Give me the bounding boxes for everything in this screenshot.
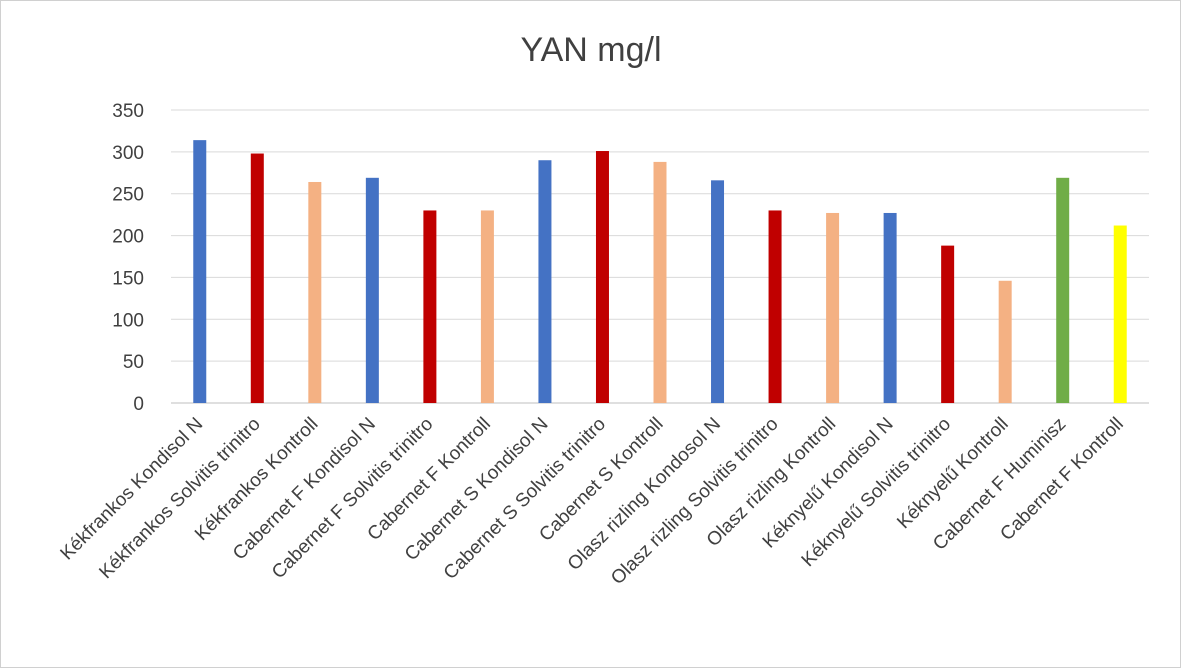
y-tick-label: 350: [112, 101, 144, 122]
bar: [193, 140, 207, 403]
bar: [595, 151, 609, 403]
y-tick-label: 200: [112, 227, 144, 248]
bar: [423, 210, 437, 403]
y-tick-label: 250: [112, 185, 144, 206]
bar: [941, 245, 955, 403]
bar: [365, 177, 379, 403]
bar: [826, 212, 840, 403]
bar: [250, 153, 264, 403]
y-tick-label: 150: [112, 268, 144, 289]
bar: [538, 160, 552, 403]
bar: [768, 210, 782, 403]
bars: [193, 140, 1127, 403]
y-tick-label: 100: [112, 310, 144, 331]
bar: [883, 212, 897, 403]
bar: [1056, 177, 1070, 403]
bar: [480, 210, 494, 403]
y-tick-label: 300: [112, 143, 144, 164]
bar: [998, 280, 1012, 403]
bar: [653, 161, 667, 403]
chart-title: YAN mg/l: [520, 31, 661, 69]
y-tick-label: 0: [133, 394, 144, 415]
y-axis-ticks: 0 50 100 150 200 250 300 350: [112, 101, 144, 415]
bar: [1113, 225, 1127, 403]
bar: [711, 180, 725, 403]
bar: [308, 181, 322, 403]
y-tick-label: 50: [123, 352, 144, 373]
